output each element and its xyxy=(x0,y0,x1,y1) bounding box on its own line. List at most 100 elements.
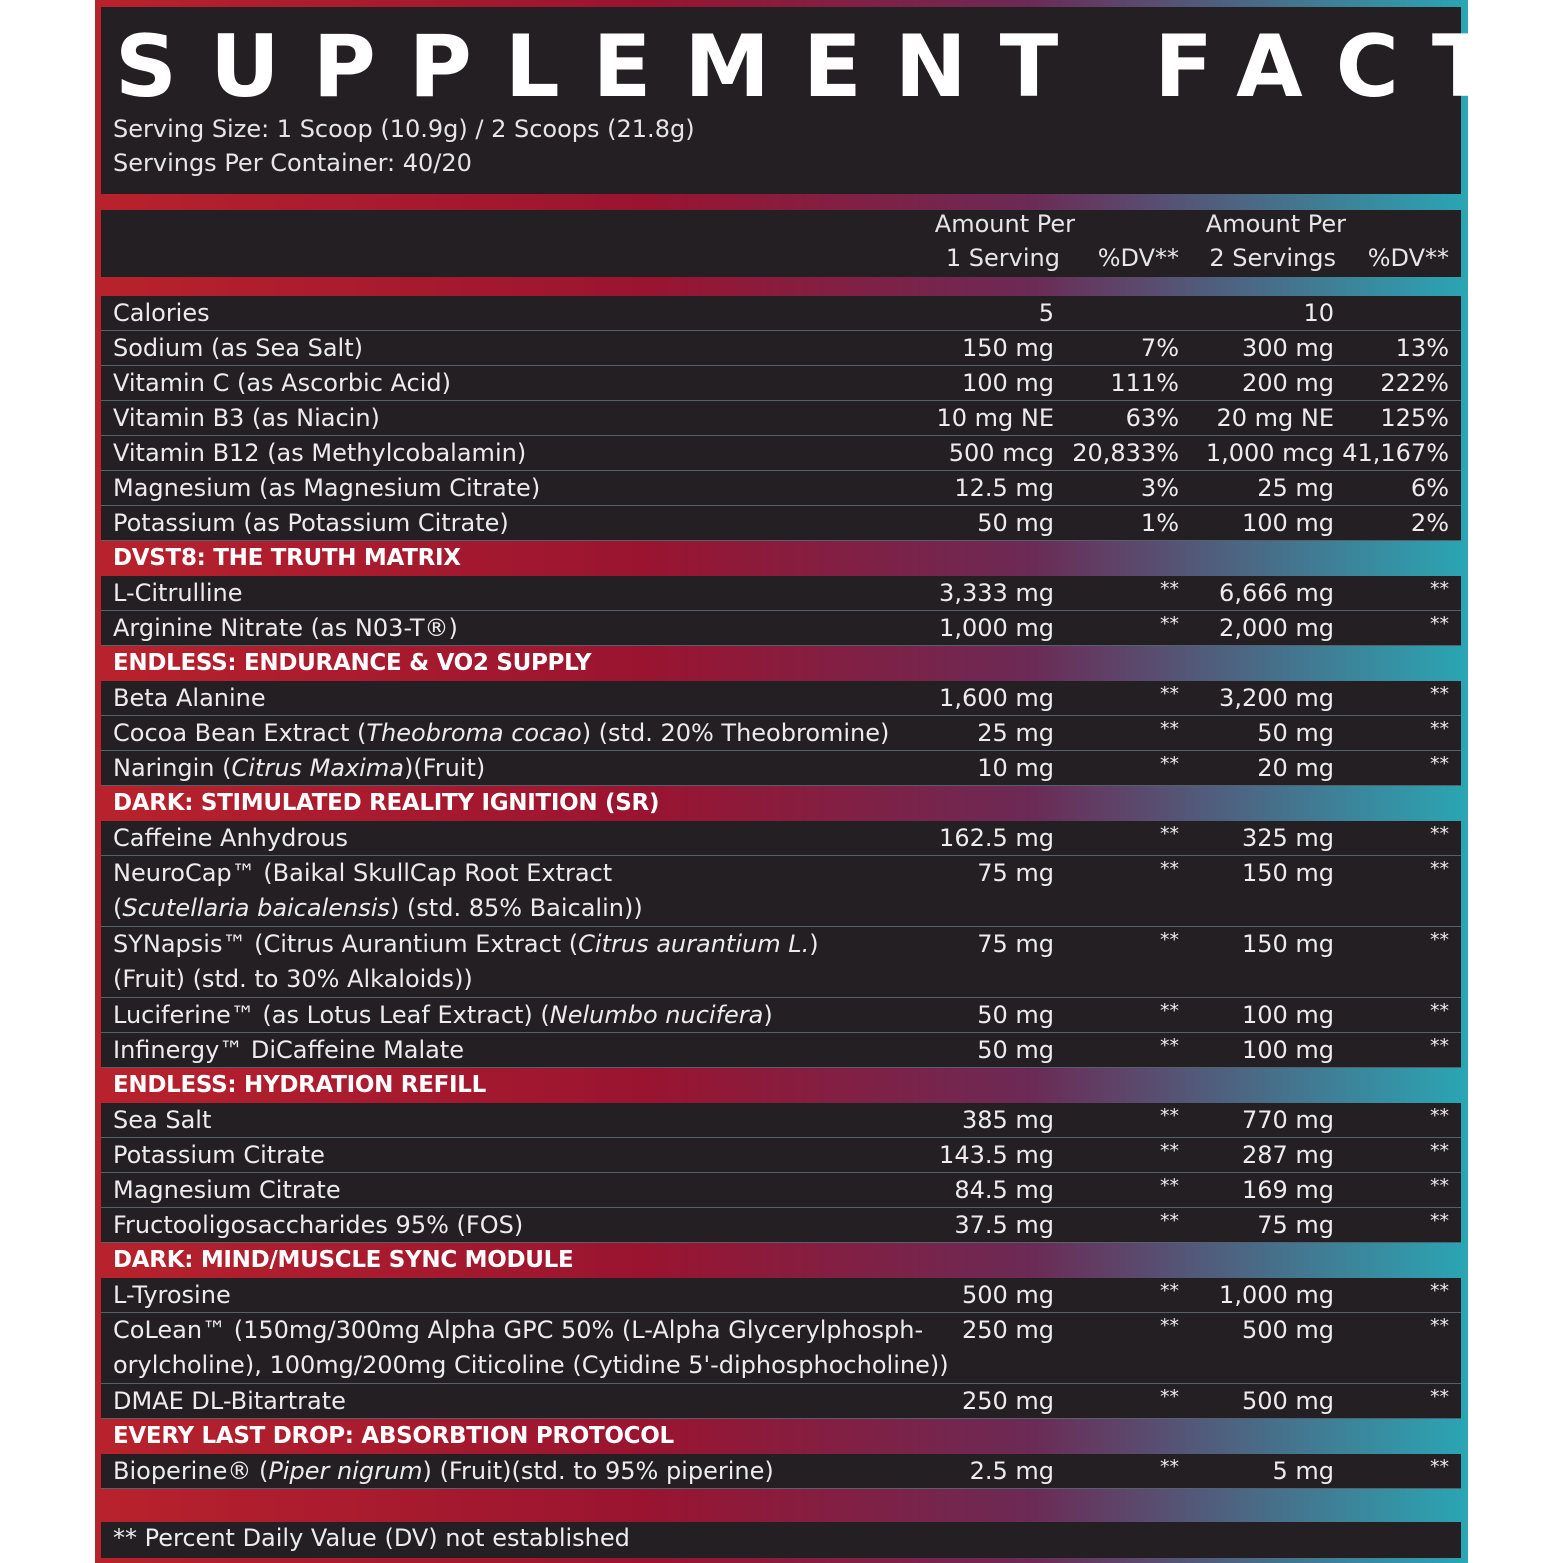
amount-2-servings: 150 mg xyxy=(1241,930,1334,958)
table-row: Vitamin B12 (as Methylcobalamin) 500 mcg 2… xyxy=(101,436,1461,471)
dv-1-serving: ** xyxy=(1160,929,1179,951)
dv-2-servings: ** xyxy=(1430,753,1449,775)
ingredient-name: Potassium (as Potassium Citrate) xyxy=(113,509,509,537)
table-row: Vitamin C (as Ascorbic Acid) 100 mg 111% 20… xyxy=(101,366,1461,401)
dv-2-servings: ** xyxy=(1430,1000,1449,1022)
amount-2-servings: 300 mg xyxy=(1241,334,1334,362)
servings-per-container: Servings Per Container: 40/20 xyxy=(113,149,472,177)
table-row: Infinergy™ DiCaffeine Malate 50 mg ** 100 m… xyxy=(101,1033,1461,1068)
ingredient-name: CoLean™ (150mg/300mg Alpha GPC 50% (L-Al… xyxy=(113,1313,949,1383)
section-heading: DARK: STIMULATED REALITY IGNITION (SR) xyxy=(101,786,1461,821)
dv-1-serving: ** xyxy=(1160,1210,1179,1232)
ingredient-latin-name: Citrus aurantium L. xyxy=(578,930,810,958)
column-header-bar: Amount Per 1 Serving %DV** Amount Per 2 … xyxy=(101,210,1461,277)
section-heading: ENDLESS: ENDURANCE & VO2 SUPPLY xyxy=(101,646,1461,681)
table-row: Arginine Nitrate (as N03-T®) 1,000 mg ** 2,… xyxy=(101,611,1461,646)
amount-2-servings: 325 mg xyxy=(1241,824,1334,852)
ingredient-name: Vitamin B3 (as Niacin) xyxy=(113,404,380,432)
dv-1-serving: ** xyxy=(1160,858,1179,880)
table-row: Fructooligosaccharides 95% (FOS) 37.5 mg *… xyxy=(101,1208,1461,1243)
dv-2-servings: 6% xyxy=(1410,474,1449,502)
amount-2-servings: 25 mg xyxy=(1257,474,1334,502)
dv-2-servings: ** xyxy=(1430,1280,1449,1302)
amount-2-servings: 20 mg NE xyxy=(1216,404,1334,432)
amount-1-serving: 12.5 mg xyxy=(954,474,1054,502)
dv-2-servings: ** xyxy=(1430,1140,1449,1162)
section-title: DARK: STIMULATED REALITY IGNITION (SR) xyxy=(113,790,660,816)
dv-2-servings: ** xyxy=(1430,613,1449,635)
ingredient-name-part: (Fruit) (std. to 30% Alkaloids)) xyxy=(113,965,473,993)
dv-1-serving: 7% xyxy=(1140,334,1179,362)
amount-1-serving: 100 mg xyxy=(961,369,1054,397)
amount-2-servings: 1,000 mcg xyxy=(1205,439,1334,467)
dv-1-serving: ** xyxy=(1160,1386,1179,1408)
ingredient-name-part: Cocoa Bean Extract ( xyxy=(113,719,367,747)
dv-2-servings: ** xyxy=(1430,1175,1449,1197)
ingredient-name: SYNapsis™ (Citrus Aurantium Extract (Cit… xyxy=(113,927,948,997)
ingredient-name: Magnesium (as Magnesium Citrate) xyxy=(113,474,541,502)
ingredient-name-part: NeuroCap™ (Baikal SkullCap Root Extract xyxy=(113,859,613,887)
table-row: Magnesium (as Magnesium Citrate) 12.5 mg 3… xyxy=(101,471,1461,506)
amount-1-serving: 500 mg xyxy=(961,1281,1054,1309)
header-amount-1-line2: 1 Serving xyxy=(945,244,1060,272)
table-row: NeuroCap™ (Baikal SkullCap Root Extract (… xyxy=(101,856,1461,927)
ingredient-name: Naringin (Citrus Maxima)(Fruit) xyxy=(113,751,948,786)
amount-2-servings: 20 mg xyxy=(1257,754,1334,782)
ingredient-name-part: ) (std. 85% Baicalin)) xyxy=(389,894,643,922)
ingredient-name-part: ) (Fruit)(std. to 95% piperine) xyxy=(422,1457,774,1485)
table-row: Bioperine® (Piper nigrum) (Fruit)(std. t… xyxy=(101,1454,1461,1489)
section-title: DVST8: THE TRUTH MATRIX xyxy=(113,545,461,571)
dv-1-serving: 1% xyxy=(1140,509,1179,537)
ingredient-name: L-Tyrosine xyxy=(113,1281,231,1309)
section-title: ENDLESS: HYDRATION REFILL xyxy=(113,1072,486,1098)
ingredient-name: Calories xyxy=(113,299,210,327)
amount-1-serving: 3,333 mg xyxy=(939,579,1054,607)
dv-1-serving: ** xyxy=(1160,718,1179,740)
ingredient-name: Sodium (as Sea Salt) xyxy=(113,334,363,362)
table-row: Sea Salt 385 mg ** 770 mg ** xyxy=(101,1103,1461,1138)
dv-1-serving: ** xyxy=(1160,1035,1179,1057)
dv-1-serving: ** xyxy=(1160,823,1179,845)
ingredient-name: L-Citrulline xyxy=(113,579,243,607)
dv-1-serving: ** xyxy=(1160,1105,1179,1127)
amount-2-servings: 5 mg xyxy=(1272,1457,1334,1485)
amount-2-servings: 75 mg xyxy=(1257,1211,1334,1239)
header-amount-1-line1: Amount Per xyxy=(934,210,1075,238)
dv-2-servings: ** xyxy=(1430,929,1449,951)
amount-2-servings: 2,000 mg xyxy=(1219,614,1334,642)
dv-2-servings: ** xyxy=(1430,1456,1449,1478)
ingredient-name-part: )(Fruit) xyxy=(403,754,486,782)
dv-1-serving: ** xyxy=(1160,1280,1179,1302)
amount-2-servings: 200 mg xyxy=(1241,369,1334,397)
section-heading: DVST8: THE TRUTH MATRIX xyxy=(101,541,1461,576)
header-dv-1: %DV** xyxy=(1097,244,1179,272)
table-row: L-Tyrosine 500 mg ** 1,000 mg ** xyxy=(101,1278,1461,1313)
amount-2-servings: 1,000 mg xyxy=(1219,1281,1334,1309)
amount-1-serving: 84.5 mg xyxy=(954,1176,1054,1204)
amount-2-servings: 100 mg xyxy=(1241,1036,1334,1064)
amount-1-serving: 10 mg NE xyxy=(936,404,1054,432)
dv-1-serving: ** xyxy=(1160,1175,1179,1197)
table-row: Potassium (as Potassium Citrate) 50 mg 1% 1… xyxy=(101,506,1461,541)
dv-2-servings: ** xyxy=(1430,1035,1449,1057)
ingredient-name: Caffeine Anhydrous xyxy=(113,824,349,852)
ingredient-latin-name: Theobroma cocao xyxy=(366,719,582,747)
dv-1-serving: 63% xyxy=(1125,404,1179,432)
ingredient-latin-name: Scutellaria baicalensis xyxy=(122,894,390,922)
table-row: Calories 5 10 xyxy=(101,296,1461,331)
section-heading: DARK: MIND/MUSCLE SYNC MODULE xyxy=(101,1243,1461,1278)
table-row: SYNapsis™ (Citrus Aurantium Extract (Cit… xyxy=(101,927,1461,998)
ingredient-name: NeuroCap™ (Baikal SkullCap Root Extract (… xyxy=(113,856,948,926)
amount-1-serving: 50 mg xyxy=(977,1001,1054,1029)
ingredient-name: Vitamin C (as Ascorbic Acid) xyxy=(113,369,452,397)
nutrient-table: Calories 5 10 Sodium (as Sea Salt) 150 mg 7% 3… xyxy=(101,296,1461,1489)
amount-2-servings: 10 xyxy=(1303,299,1334,327)
dv-2-servings: 13% xyxy=(1395,334,1449,362)
amount-1-serving: 50 mg xyxy=(977,1036,1054,1064)
table-row: Naringin (Citrus Maxima)(Fruit) 10 mg ** 20… xyxy=(101,751,1461,786)
section-heading: EVERY LAST DROP: ABSORBTION PROTOCOL xyxy=(101,1419,1461,1454)
ingredient-name: Sea Salt xyxy=(113,1106,212,1134)
ingredient-name: Luciferine™ (as Lotus Leaf Extract) (Nel… xyxy=(113,998,948,1033)
header-amount-2-line1: Amount Per xyxy=(1205,210,1346,238)
table-row: Sodium (as Sea Salt) 150 mg 7% 300 mg 13% xyxy=(101,331,1461,366)
